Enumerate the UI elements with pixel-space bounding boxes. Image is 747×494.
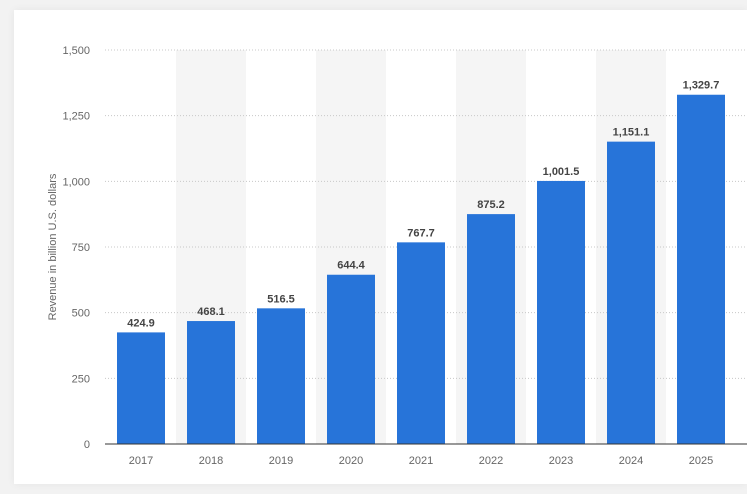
y-axis-title: Revenue in billion U.S. dollars — [47, 173, 59, 320]
x-tick-labels: 2017 2018 2019 2020 2021 2022 2023 2024 2025 — [129, 455, 713, 467]
value-label: 424.9 — [127, 317, 155, 329]
chart-card: 424.9 468.1 516.5 644.4 767.7 875.2 1,001.5 1,1… — [14, 10, 747, 484]
bar-2018[interactable] — [187, 321, 235, 444]
value-labels: 424.9 468.1 516.5 644.4 767.7 875.2 1,001.5 1,1… — [127, 80, 719, 330]
value-label: 767.7 — [407, 227, 435, 239]
y-tick-label: 1,000 — [62, 176, 90, 188]
value-label: 1,151.1 — [613, 127, 650, 139]
value-label: 1,001.5 — [543, 166, 580, 178]
value-label: 875.2 — [477, 199, 505, 211]
y-tick-labels: 0 250 500 750 1,000 1,250 1,500 — [62, 45, 90, 451]
x-tick-label: 2021 — [409, 455, 433, 467]
y-tick-label: 0 — [84, 439, 90, 451]
x-tick-label: 2024 — [619, 455, 643, 467]
x-tick-label: 2019 — [269, 455, 293, 467]
y-tick-label: 1,500 — [62, 45, 90, 57]
value-label: 1,329.7 — [683, 80, 720, 92]
y-tick-label: 500 — [72, 308, 90, 320]
bar-2024[interactable] — [607, 141, 655, 444]
bar-2017[interactable] — [117, 332, 165, 444]
y-tick-label: 750 — [72, 242, 90, 254]
bar-2025[interactable] — [677, 94, 725, 445]
value-label: 468.1 — [197, 306, 225, 318]
bar-2022[interactable] — [467, 214, 515, 444]
bar-chart: 424.9 468.1 516.5 644.4 767.7 875.2 1,001.5 1,1… — [47, 45, 747, 467]
bar-2019[interactable] — [257, 308, 305, 444]
value-label: 644.4 — [337, 260, 365, 272]
x-tick-label: 2022 — [479, 455, 503, 467]
x-tick-label: 2018 — [199, 455, 223, 467]
y-tick-label: 250 — [72, 373, 90, 385]
bar-2023[interactable] — [537, 180, 585, 444]
x-tick-label: 2023 — [549, 455, 573, 467]
x-tick-label: 2020 — [339, 455, 363, 467]
bar-2021[interactable] — [397, 242, 445, 444]
bar-2020[interactable] — [327, 274, 375, 444]
x-tick-label: 2017 — [129, 455, 153, 467]
bars — [117, 94, 725, 445]
x-tick-label: 2025 — [689, 455, 713, 467]
value-label: 516.5 — [267, 293, 295, 305]
y-tick-label: 1,250 — [62, 111, 90, 123]
